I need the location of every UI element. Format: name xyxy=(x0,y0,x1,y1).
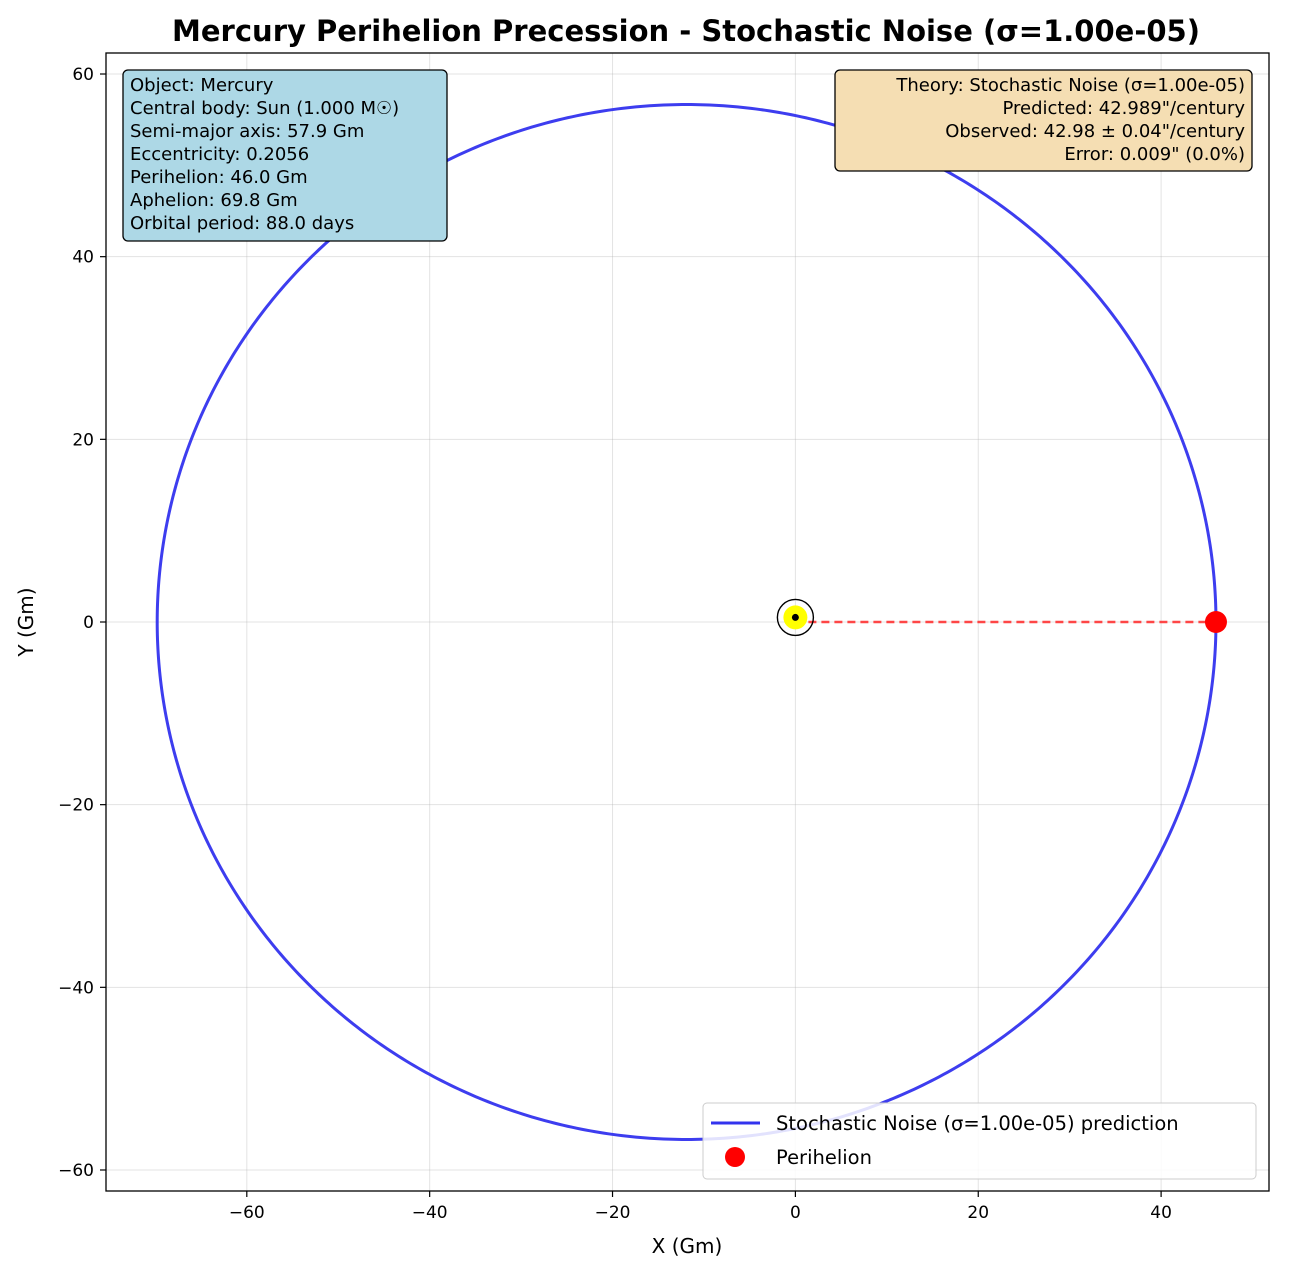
y-tick-label: −60 xyxy=(58,1161,94,1181)
info-box-line: Object: Mercury xyxy=(130,75,274,96)
info-box-line: Semi-major axis: 57.9 Gm xyxy=(130,121,364,142)
x-tick-label: −60 xyxy=(229,1203,265,1223)
x-tick-label: 20 xyxy=(967,1203,989,1223)
info-box-line: Eccentricity: 0.2056 xyxy=(130,144,309,165)
info-box-line: Perihelion: 46.0 Gm xyxy=(130,167,308,188)
legend-entry-label: Stochastic Noise (σ=1.00e-05) prediction xyxy=(776,1112,1179,1135)
x-tick-label: −40 xyxy=(412,1203,448,1223)
y-tick-label: −20 xyxy=(58,796,94,816)
y-tick-label: −40 xyxy=(58,978,94,998)
legend-frame xyxy=(702,1102,1257,1180)
y-tick-label: 0 xyxy=(83,613,94,633)
x-axis-label: X (Gm) xyxy=(652,1234,723,1258)
theory-box-line: Error: 0.009" (0.0%) xyxy=(1064,144,1245,165)
theory-box-background xyxy=(834,69,1253,172)
y-tick-label: 40 xyxy=(72,248,94,268)
legend: Stochastic Noise (σ=1.00e-05) prediction… xyxy=(702,1102,1257,1180)
plot-frame xyxy=(105,52,1270,1192)
orbit-layer xyxy=(155,103,1227,1141)
info-box-line: Central body: Sun (1.000 M☉) xyxy=(130,98,399,119)
sun-center-dot xyxy=(791,613,799,621)
theory-box-line: Observed: 42.98 ± 0.04"/century xyxy=(945,121,1245,142)
info-box-line: Aphelion: 69.8 Gm xyxy=(130,190,298,211)
theory-box-line: Predicted: 42.989"/century xyxy=(1002,98,1245,119)
info-box-line: Orbital period: 88.0 days xyxy=(130,213,354,234)
y-tick-label: 20 xyxy=(72,430,94,450)
chart-title: Mercury Perihelion Precession - Stochast… xyxy=(172,14,1200,48)
theory-box: Theory: Stochastic Noise (σ=1.00e-05)Pre… xyxy=(834,69,1253,172)
x-tick-label: −20 xyxy=(595,1203,631,1223)
x-tick-label: 40 xyxy=(1150,1203,1172,1223)
sun-outline-ring xyxy=(776,598,815,637)
perihelion-marker xyxy=(1204,611,1227,633)
theory-box-line: Theory: Stochastic Noise (σ=1.00e-05) xyxy=(895,75,1245,96)
legend-entry-label: Perihelion xyxy=(776,1146,872,1169)
legend-dot-swatch xyxy=(725,1147,745,1167)
info-box-background xyxy=(122,69,448,242)
orbit-path xyxy=(155,103,1218,1141)
x-tick-label: 0 xyxy=(790,1203,801,1223)
y-axis-label: Y (Gm) xyxy=(14,587,38,657)
y-tick-label: 60 xyxy=(72,65,94,85)
axis-ticks: −60 −40 −20 0 20 40 −60 −40 −20 0 20 40 60 xyxy=(58,65,1172,1223)
